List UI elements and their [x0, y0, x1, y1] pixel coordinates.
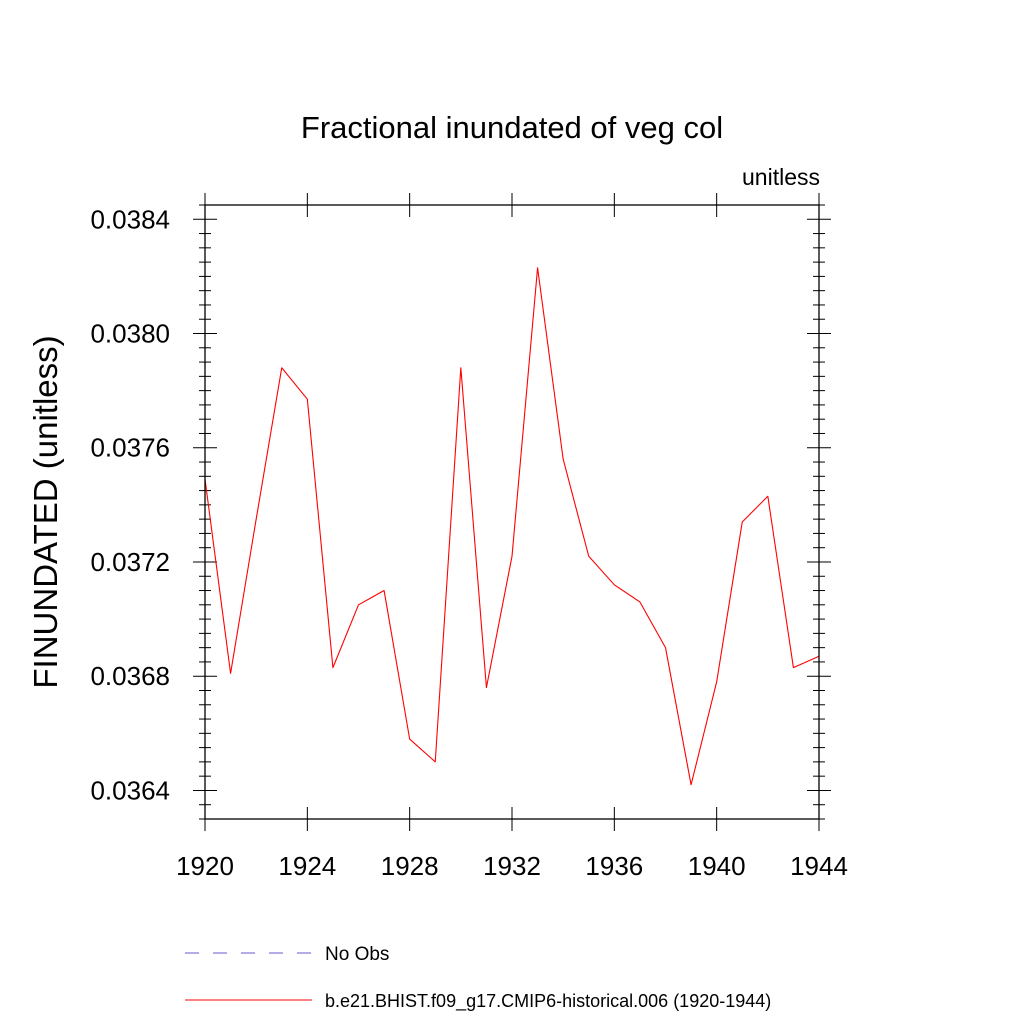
x-tick-label: 1928: [381, 851, 439, 881]
series-layer: [204, 267, 820, 786]
units-label: unitless: [742, 164, 820, 190]
axis-ticks: [193, 193, 831, 831]
legend-label-no-obs: No Obs: [325, 944, 389, 965]
x-tick-label: 1936: [585, 851, 643, 881]
x-tick-label: 1920: [176, 851, 234, 881]
series-line: [204, 267, 820, 786]
x-tick-label: 1924: [278, 851, 336, 881]
legend-label-historical: b.e21.BHIST.f09_g17.CMIP6-historical.006…: [325, 991, 771, 1012]
x-tick-label: 1940: [688, 851, 746, 881]
x-tick-labels: 1920 1924 1928 1932 1936 1940 1944: [176, 851, 848, 881]
y-tick-labels: 0.0364 0.0368 0.0372 0.0376 0.0380 0.0384: [90, 204, 170, 805]
legend: No Obs b.e21.BHIST.f09_g17.CMIP6-histori…: [185, 944, 771, 1012]
chart-title: Fractional inundated of veg col: [301, 110, 723, 145]
x-tick-label: 1932: [483, 851, 541, 881]
y-tick-label: 0.0364: [90, 775, 170, 805]
y-tick-label: 0.0368: [90, 661, 170, 691]
x-tick-label: 1944: [790, 851, 848, 881]
plot-frame: [204, 204, 820, 820]
y-tick-label: 0.0376: [90, 433, 170, 463]
y-tick-label: 0.0380: [90, 319, 170, 349]
y-tick-label: 0.0384: [90, 204, 170, 234]
y-tick-label: 0.0372: [90, 547, 170, 577]
y-axis-label: FINUNDATED (unitless): [27, 335, 64, 688]
